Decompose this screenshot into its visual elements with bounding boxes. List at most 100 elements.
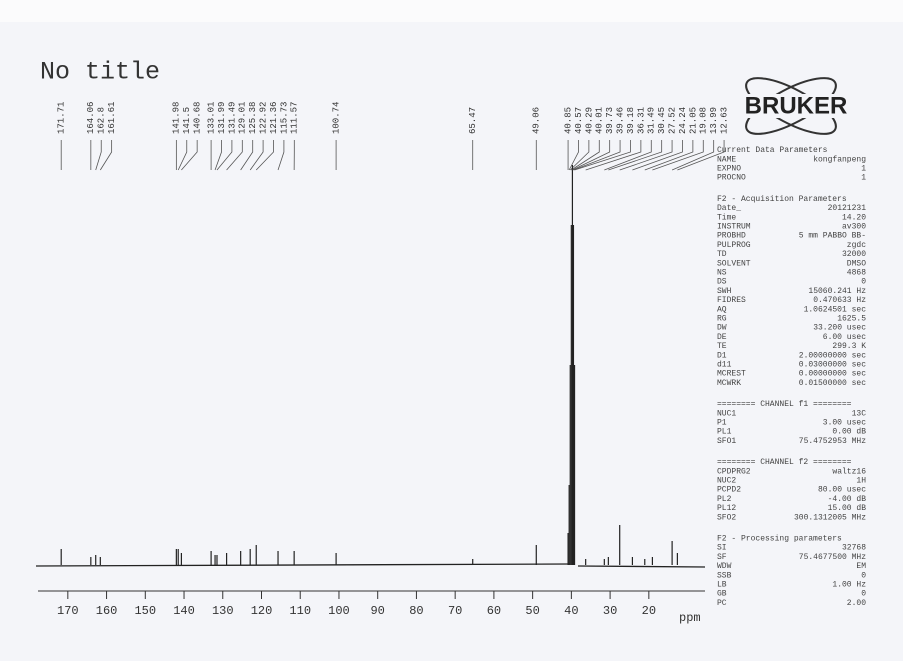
param-value: EM xyxy=(856,562,866,571)
peak-label: 40.57 xyxy=(574,107,584,134)
param-key: GB xyxy=(717,590,727,599)
peak-leader xyxy=(652,140,704,171)
x-axis-label: ppm xyxy=(679,611,701,625)
param-value: 6.00 usec xyxy=(823,333,866,342)
x-tick-label: 120 xyxy=(251,604,273,618)
param-key: DS xyxy=(717,278,727,287)
peak-label: 171.71 xyxy=(57,102,67,134)
x-tick-label: 20 xyxy=(642,604,656,618)
param-key: NUC1 xyxy=(717,409,736,418)
param-value: 0 xyxy=(861,571,866,580)
param-key: WDW xyxy=(717,562,732,571)
section-title: Current Data Parameters xyxy=(717,146,828,155)
peak-label: 161.61 xyxy=(107,102,117,134)
param-value: 0.01500000 sec xyxy=(799,379,866,388)
peak-leader xyxy=(608,140,663,171)
param-value: 1625.5 xyxy=(837,315,866,324)
param-key: RG xyxy=(717,315,727,324)
peak-label: 19.08 xyxy=(699,107,709,134)
x-tick-label: 70 xyxy=(448,604,462,618)
x-tick-label: 170 xyxy=(57,604,79,618)
peak-label: 39.73 xyxy=(605,107,615,134)
peak-leader xyxy=(571,140,600,171)
param-key: FIDRES xyxy=(717,296,746,305)
peak-label: 13.99 xyxy=(709,107,719,134)
param-key: Date_ xyxy=(717,204,741,213)
param-value: 15.00 dB xyxy=(828,504,867,513)
param-value: 1H xyxy=(856,477,866,486)
peak-label: 36.31 xyxy=(636,107,646,134)
x-tick-label: 90 xyxy=(370,604,384,618)
peak-label: 129.01 xyxy=(238,102,248,134)
param-key: MCREST xyxy=(717,370,746,379)
param-key: SSB xyxy=(717,571,732,580)
param-key: PL12 xyxy=(717,504,736,513)
x-tick-label: 40 xyxy=(564,604,578,618)
param-key: Time xyxy=(717,213,736,222)
peak-label: 39.46 xyxy=(615,107,625,134)
param-value: 15060.241 Hz xyxy=(808,287,866,296)
param-value: 32768 xyxy=(842,544,866,553)
logo-text: BRUKER xyxy=(745,92,848,119)
peak-leader xyxy=(255,140,274,171)
param-key: NAME xyxy=(717,155,736,164)
peak-label: 140.68 xyxy=(193,102,203,134)
param-value: DMSO xyxy=(847,259,866,268)
peak-leader xyxy=(574,140,631,171)
param-value: 0.470633 Hz xyxy=(813,296,866,305)
peak-leader xyxy=(604,140,652,171)
peak-leader xyxy=(240,140,254,171)
param-value: 3.00 usec xyxy=(823,419,866,428)
peak-label: 115.73 xyxy=(279,102,289,134)
param-value: 1 xyxy=(861,165,866,174)
peak-label: 133.01 xyxy=(206,102,216,134)
param-value: 5 mm PABBO BB- xyxy=(799,232,866,241)
section-title: ======== CHANNEL f1 ======== xyxy=(717,400,852,409)
peak-label: 12.63 xyxy=(719,107,729,134)
x-tick-label: 160 xyxy=(96,604,118,618)
peak-leader xyxy=(569,140,590,171)
param-key: MCWRK xyxy=(717,379,741,388)
param-key: PULPROG xyxy=(717,241,751,250)
x-tick-label: 50 xyxy=(525,604,539,618)
peak-leader xyxy=(677,140,725,171)
x-tick-label: 30 xyxy=(603,604,617,618)
section-title: F2 - Processing parameters xyxy=(717,535,842,544)
param-key: NS xyxy=(717,269,727,278)
peak-leader xyxy=(181,140,198,171)
paper-edge xyxy=(0,0,903,22)
param-key: SI xyxy=(717,544,727,553)
param-value: waltz16 xyxy=(832,467,866,476)
param-value: 20121231 xyxy=(828,204,867,213)
peak-leader xyxy=(99,140,113,171)
peak-leader xyxy=(644,140,694,171)
logo-orbit xyxy=(745,77,837,135)
param-key: P1 xyxy=(717,419,727,428)
x-tick-label: 100 xyxy=(328,604,350,618)
peak-leader xyxy=(572,140,611,171)
param-value: 299.3 K xyxy=(832,342,866,351)
param-value: kongfanpeng xyxy=(813,155,866,164)
param-key: PL2 xyxy=(717,495,732,504)
param-key: EXPNO xyxy=(717,165,741,174)
param-key: NUC2 xyxy=(717,477,736,486)
param-value: 75.4752953 MHz xyxy=(799,437,866,446)
peak-leader xyxy=(585,140,642,171)
x-tick-label: 140 xyxy=(173,604,195,618)
section-title: F2 - Acquisition Parameters xyxy=(717,195,847,204)
param-value: 2.00000000 sec xyxy=(799,351,866,360)
peak-leader xyxy=(568,140,579,171)
param-value: 2.00 xyxy=(847,599,866,608)
param-key: SWH xyxy=(717,287,732,296)
param-key: DE xyxy=(717,333,727,342)
peak-label: 131.49 xyxy=(227,102,237,134)
peak-leader xyxy=(619,140,673,171)
peak-leader xyxy=(177,140,188,171)
peak-label: 141.98 xyxy=(172,102,182,134)
peak-label: 121.36 xyxy=(269,102,279,134)
peak-leader xyxy=(249,140,264,171)
peak-leader xyxy=(277,140,285,171)
param-key: TD xyxy=(717,250,727,259)
